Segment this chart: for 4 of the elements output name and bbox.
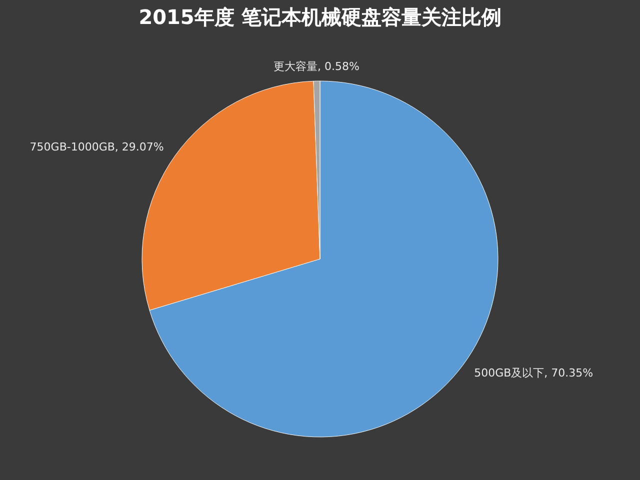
- slice-label: 750GB-1000GB, 29.07%: [30, 140, 164, 154]
- slice-label: 500GB及以下, 70.35%: [474, 366, 594, 380]
- slice-label: 更大容量, 0.58%: [274, 60, 360, 74]
- chart-title: 2015年度 笔记本机械硬盘容量关注比例: [138, 5, 502, 29]
